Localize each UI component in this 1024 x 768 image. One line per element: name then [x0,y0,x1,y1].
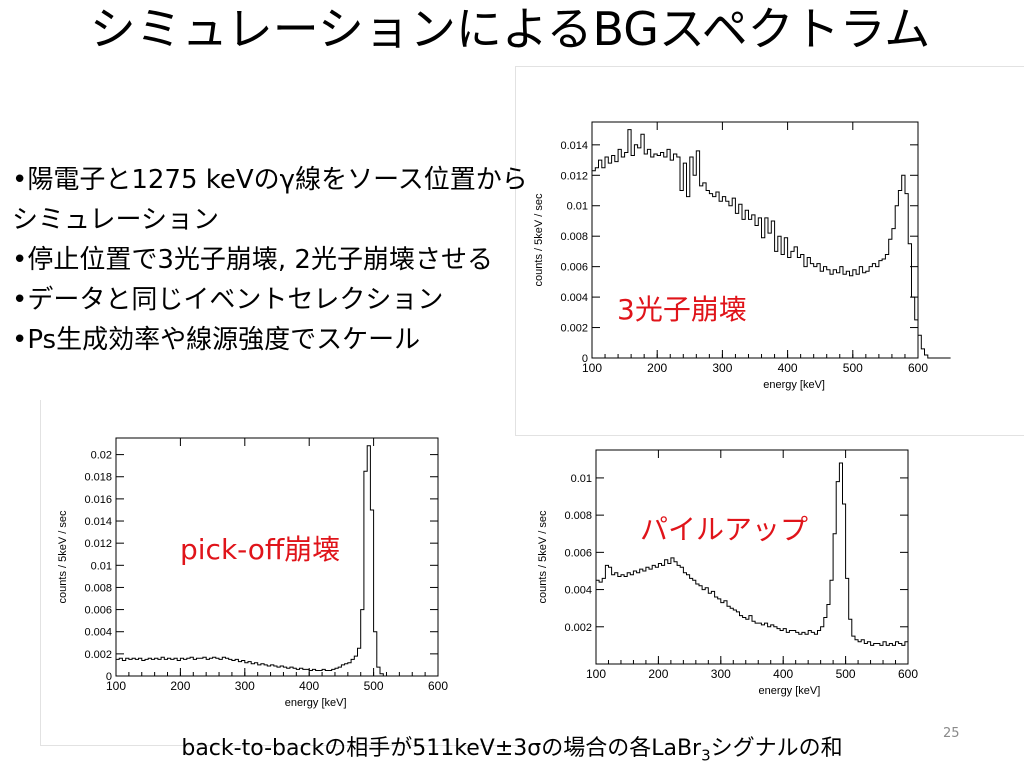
histogram-step-line [116,445,438,677]
x-tick-label: 300 [711,667,731,681]
page-number: 25 [943,726,960,741]
histogram-3photon-svg: 100 200 300 400 500 600 0 0.002 0.004 0.006 0.008 0… [533,121,951,391]
y-tick-label: 0.01 [91,560,112,572]
x-tick-label: 600 [428,679,448,693]
histogram-3photon: 100 200 300 400 500 600 0 0.002 0.004 0.006 0.008 0… [520,110,951,400]
plot-frame-3photon [515,66,1024,436]
histogram-pickoff-svg: 100 200 300 400 500 600 0 0.002 0.004 0.006 0.008 0… [57,437,448,709]
y-tick-label: 0.004 [560,292,588,304]
caption-text: シグナルの和 [710,736,843,761]
y-tick-label: 0.016 [84,494,112,506]
y-tick-label: 0 [106,671,112,683]
x-tick-label: 300 [712,361,732,375]
y-tick-label: 0.004 [84,627,112,639]
x-axis-label: energy [keV] [763,379,825,391]
y-tick-label: 0.012 [560,170,588,182]
y-tick-label: 0.008 [84,582,112,594]
x-tick-label: 100 [586,667,606,681]
x-tick-label: 400 [778,361,798,375]
y-tick-label: 0.012 [84,538,112,550]
label-3photon: 3光子崩壊 [617,293,747,326]
y-axis-label: counts / 5keV / sec [533,193,545,286]
caption-text: back-to-backの相手が511keV±3σの場合の各LaBr [181,736,702,761]
y-tick-label: 0 [582,353,588,365]
x-tick-label: 300 [235,679,255,693]
bullet-item: •データと同じイベントセレクション [12,285,444,315]
plot-frame [591,121,919,359]
plot-frame-pickoff [40,400,523,746]
y-tick-label: 0.014 [560,140,588,152]
y-tick-label: 0.006 [564,547,592,559]
x-tick-label: 400 [299,679,319,693]
bullet-list: •陽電子と1275 keVのγ線をソース位置からシミュレーション •停止位置で3… [12,160,532,360]
histogram-step-line [592,129,951,359]
y-axis-label: counts / 5keV / sec [537,510,549,603]
x-tick-label: 500 [836,667,856,681]
y-tick-label: 0.006 [84,605,112,617]
x-axis-label: energy [keV] [759,685,821,697]
x-tick-label: 200 [648,667,668,681]
x-tick-label: 200 [170,679,190,693]
bullet-item: •停止位置で3光子崩壊, 2光子崩壊させる [12,245,493,275]
y-tick-label: 0.02 [91,450,112,462]
x-tick-label: 100 [582,361,602,375]
plot-frame [115,437,439,677]
label-pileup: パイルアップ [640,513,809,546]
y-tick-label: 0.004 [564,585,592,597]
label-pickoff: pick-off崩壊 [180,533,341,566]
bullet-item: •陽電子と1275 keVのγ線をソース位置からシミュレーション [12,165,528,235]
x-tick-label: 500 [364,679,384,693]
y-tick-label: 0.008 [560,231,588,243]
y-tick-label: 0.01 [567,201,588,213]
x-tick-label: 200 [647,361,667,375]
y-tick-label: 0.002 [564,622,592,634]
histogram-pickoff: 100 200 300 400 500 600 0 0.002 0.004 0.006 0.008 0… [48,430,468,715]
y-axis-label: counts / 5keV / sec [57,510,69,603]
y-tick-label: 0.008 [564,510,592,522]
slide-caption: back-to-backの相手が511keV±3σの場合の各LaBr3シグナルの… [0,730,1024,764]
x-tick-label: 500 [843,361,863,375]
x-tick-label: 400 [773,667,793,681]
x-tick-label: 600 [898,667,918,681]
histogram-step-line [596,462,908,646]
x-tick-label: 600 [908,361,928,375]
slide-title: シミュレーションによるBGスペクトラム [89,2,931,56]
plot-frame [595,449,909,665]
y-tick-label: 0.014 [84,516,112,528]
y-tick-label: 0.002 [560,323,588,335]
y-tick-label: 0.006 [560,262,588,274]
y-tick-label: 0.002 [84,649,112,661]
x-tick-label: 100 [106,679,126,693]
histogram-pileup: 100 200 300 400 500 600 0.002 0.004 0.006 0.008 0.… [528,440,928,710]
histogram-pileup-svg: 100 200 300 400 500 600 0.002 0.004 0.006 0.008 0.… [537,449,918,697]
x-axis-label: energy [keV] [285,697,347,709]
y-tick-label: 0.018 [84,472,112,484]
bullet-item: •Ps生成効率や線源強度でスケール [12,325,421,355]
caption-subscript: 3 [701,746,711,765]
y-tick-label: 0.01 [571,473,592,485]
